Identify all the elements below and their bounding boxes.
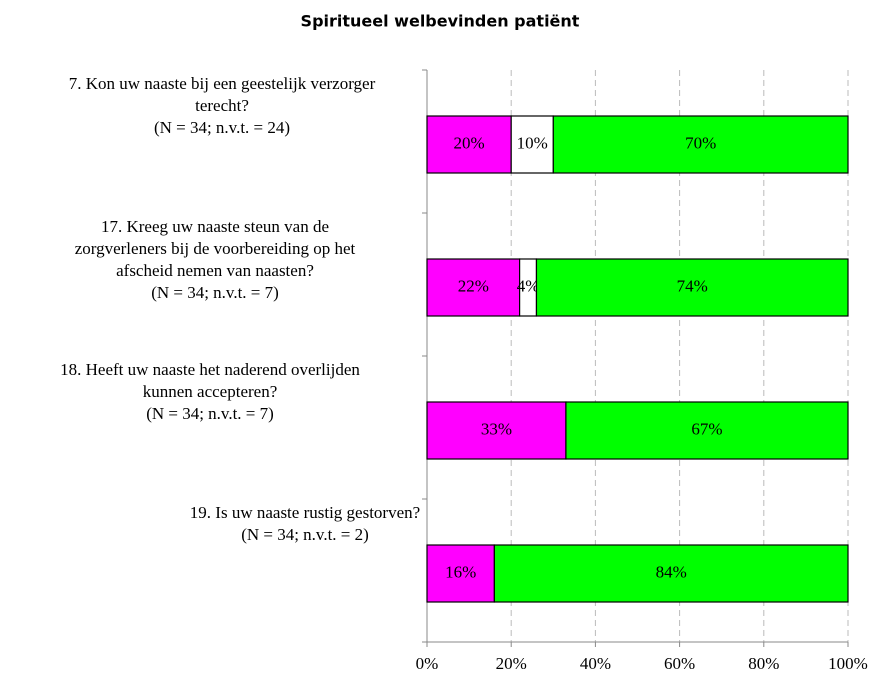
bar-segment <box>552 115 849 174</box>
category-label: 17. Kreeg uw naaste steun van de <box>101 217 329 236</box>
x-tick-label: 0% <box>416 654 439 673</box>
x-tick-label: 20% <box>496 654 527 673</box>
category-label: 18. Heeft uw naaste het naderend overlij… <box>60 360 360 379</box>
value-label: 4% <box>517 276 540 295</box>
category-label: 7. Kon uw naaste bij een geestelijk verz… <box>69 74 376 93</box>
category-label: (N = 34; n.v.t. = 2) <box>241 525 369 544</box>
category-label: kunnen accepteren? <box>143 382 278 401</box>
category-label: afscheid nemen van naasten? <box>116 261 314 280</box>
value-label: 84% <box>656 562 687 581</box>
value-label: 70% <box>685 133 716 152</box>
category-label: 19. Is uw naaste rustig gestorven? <box>190 503 420 522</box>
bar-segment <box>426 401 567 460</box>
bar-segment <box>510 115 554 174</box>
chart-title: Spiritueel welbevinden patiënt <box>301 12 580 31</box>
bar-segment <box>426 258 521 317</box>
value-label: 10% <box>517 133 548 152</box>
bar-segment <box>493 544 849 603</box>
value-label: 74% <box>677 276 708 295</box>
category-label: zorgverleners bij de voorbereiding op he… <box>75 239 356 258</box>
category-label: (N = 34; n.v.t. = 7) <box>151 283 279 302</box>
bar-segment <box>565 401 849 460</box>
x-tick-label: 40% <box>580 654 611 673</box>
value-label: 33% <box>481 419 512 438</box>
bar-segment <box>426 544 495 603</box>
bar-segment <box>535 258 849 317</box>
category-label: (N = 34; n.v.t. = 7) <box>146 404 274 423</box>
value-label: 20% <box>454 133 485 152</box>
bar-segment <box>426 115 512 174</box>
value-label: 22% <box>458 276 489 295</box>
x-tick-label: 60% <box>664 654 695 673</box>
x-tick-label: 80% <box>748 654 779 673</box>
category-label: terecht? <box>195 96 249 115</box>
value-label: 16% <box>445 562 476 581</box>
x-tick-label: 100% <box>828 654 868 673</box>
category-label: (N = 34; n.v.t. = 24) <box>154 118 290 137</box>
value-label: 67% <box>691 419 722 438</box>
